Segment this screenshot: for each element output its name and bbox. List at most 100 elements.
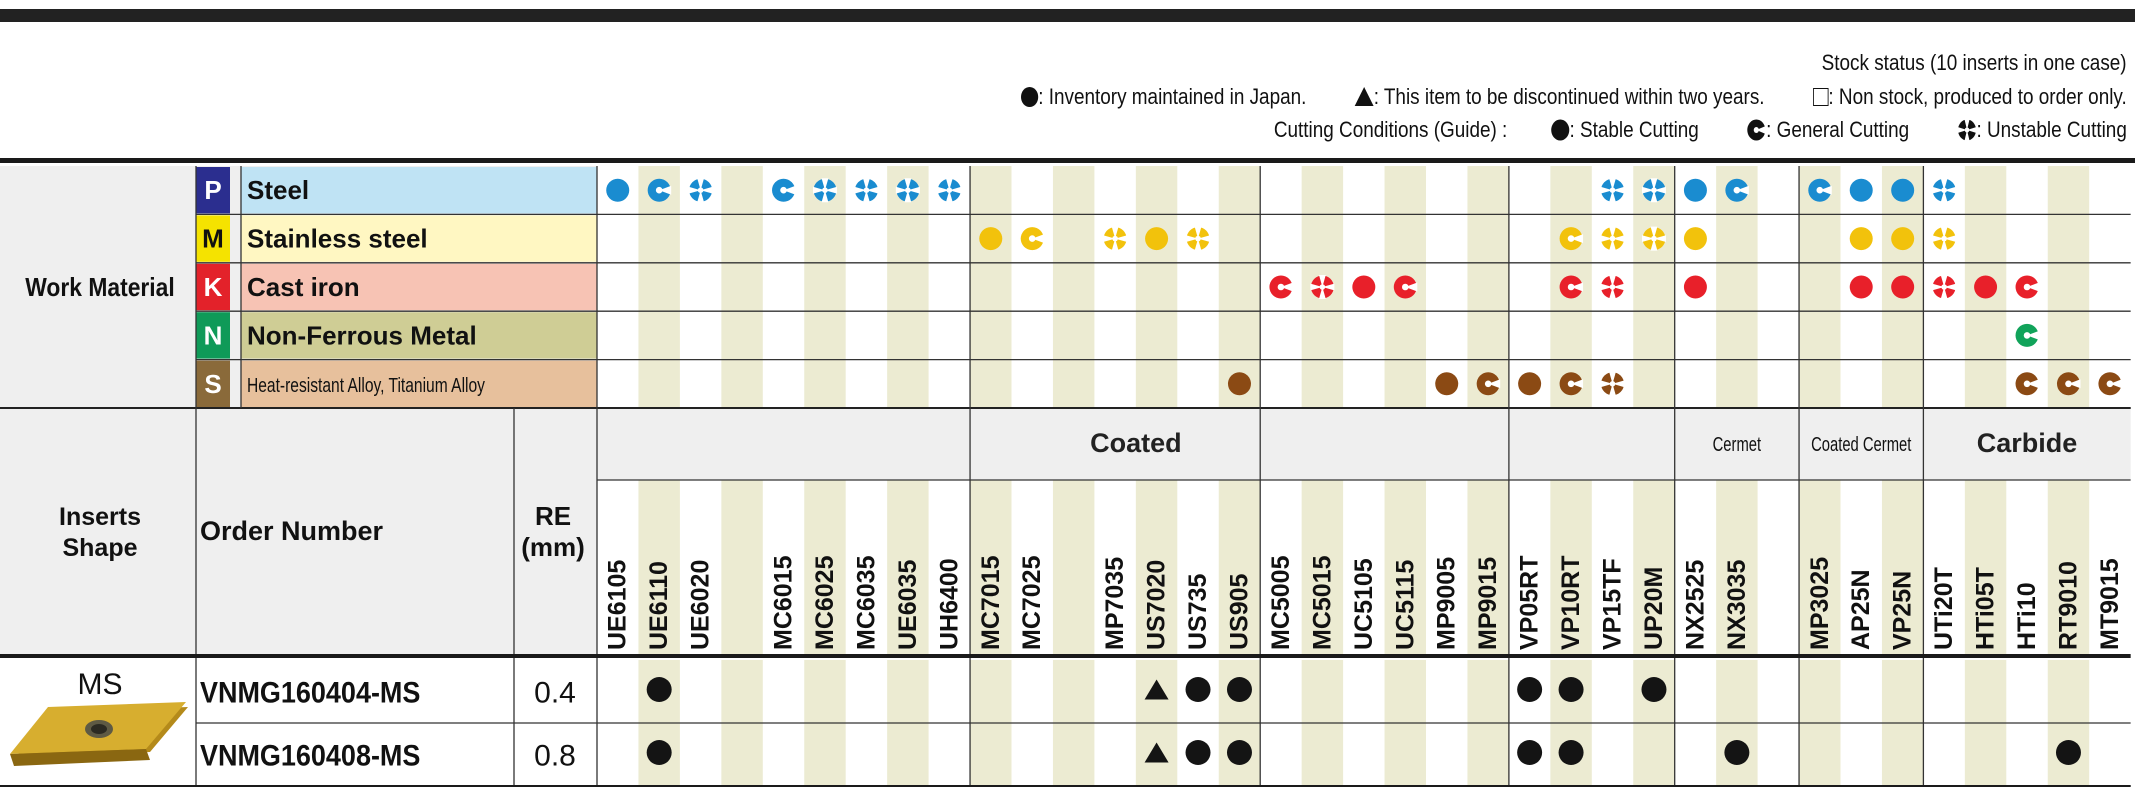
cutting-mark-k	[1269, 275, 1293, 299]
cutting-mark-k	[1310, 275, 1335, 299]
shade-col	[887, 480, 929, 656]
mark-notch	[1571, 234, 1584, 244]
cutting-mark-p	[772, 178, 796, 202]
stock-legend-line: : Inventory maintained in Japan. : This …	[1021, 84, 2127, 110]
shade-col	[1964, 480, 2007, 656]
cutting-mark-k	[1393, 275, 1418, 299]
mark-hub	[1319, 284, 1326, 290]
cutting-mark-p	[895, 178, 920, 203]
general-legend-text: : General Cutting	[1766, 117, 1910, 142]
grade-label: UTi20T	[1930, 567, 1958, 650]
insert-hole	[91, 724, 107, 734]
inventory-mark	[646, 677, 672, 702]
inventory-mark	[1558, 677, 1584, 702]
mark-disc	[1891, 275, 1915, 299]
mark-hub	[1651, 235, 1657, 242]
cutting-mark-s	[2056, 372, 2081, 396]
mark-notch	[1032, 234, 1045, 244]
mark-disc	[1891, 227, 1915, 251]
mark-hub	[863, 187, 870, 193]
cutting-mark-s	[1476, 372, 1501, 396]
shade-col	[1384, 480, 1426, 656]
mark-disc	[1891, 178, 1915, 202]
cutting-mark-s	[2098, 372, 2122, 396]
shade-col	[1052, 480, 1095, 656]
grade-label: VP15TF	[1599, 558, 1627, 650]
material-code-chip	[196, 167, 230, 214]
cutting-mark-p	[812, 178, 837, 203]
cutting-mark-k	[1849, 275, 1873, 299]
shade-col	[1218, 166, 1261, 408]
shade-col	[638, 166, 680, 408]
cutting-mark-n	[2015, 323, 2040, 347]
cutting-mark-m	[1020, 227, 1045, 251]
mark-notch	[1405, 282, 1418, 292]
cutting-mark-k	[1559, 275, 1584, 299]
mark-hub	[1733, 186, 1741, 194]
nonstock-legend-text: : Non stock, produced to order only.	[1828, 84, 2127, 109]
cutting-mark-k	[1891, 275, 1915, 299]
cutting-conditions-label: Cutting Conditions (Guide) :	[1274, 117, 1508, 142]
cutting-mark-s	[2015, 372, 2040, 396]
mark-disc	[1849, 275, 1873, 299]
mark-disc	[1145, 227, 1169, 251]
shade-col	[1301, 480, 1344, 656]
grade-label: MC6025	[811, 555, 839, 650]
cutting-mark-m	[1891, 227, 1915, 251]
top-rule	[0, 9, 2135, 22]
mark-disc	[606, 178, 630, 202]
material-code: K	[204, 272, 223, 302]
material-code: P	[204, 175, 221, 205]
material-name-bg	[241, 263, 597, 311]
inventory-mark	[1226, 740, 1252, 765]
grade-label: US7020	[1143, 560, 1171, 650]
inventory-mark	[646, 740, 672, 765]
material-code: M	[202, 224, 224, 254]
cutting-mark-m	[1186, 226, 1211, 251]
grade-label: AP25N	[1847, 569, 1875, 650]
mark-notch	[1280, 282, 1293, 292]
discontinued-mark	[1144, 679, 1169, 700]
grade-label: MC5015	[1308, 555, 1336, 650]
insert-shape-image	[10, 702, 188, 766]
shade-col	[2047, 480, 2090, 656]
cutting-mark-p	[1600, 178, 1625, 203]
shade-col	[804, 480, 846, 656]
cutting-mark-m	[1145, 227, 1169, 251]
material-name-bg	[241, 167, 597, 214]
grade-label: VP25N	[1889, 571, 1917, 650]
shade-col	[1881, 480, 1924, 656]
material-code-chip	[196, 215, 230, 262]
inventory-mark	[1185, 677, 1211, 702]
re-header: RE	[535, 501, 571, 531]
grade-label: MC7025	[1018, 555, 1046, 650]
shade-col	[638, 480, 680, 656]
mark-hub	[1112, 235, 1118, 242]
shade-col	[1467, 480, 1509, 656]
mark-disc	[1227, 372, 1251, 396]
mark-hub	[1567, 235, 1575, 242]
material-name: Steel	[247, 175, 309, 205]
cutting-mark-s	[1600, 371, 1625, 396]
mark-hub	[1609, 235, 1616, 242]
cutting-mark-p	[1849, 178, 1873, 202]
grade-label: MP9015	[1474, 557, 1502, 650]
mark-disc	[1849, 178, 1873, 202]
shade-col	[804, 166, 846, 408]
material-name-bg	[241, 360, 597, 407]
mark-hub	[1567, 380, 1575, 388]
cutting-mark-m	[1103, 226, 1128, 251]
mark-notch	[783, 185, 796, 195]
mark-hub	[1484, 380, 1492, 388]
cutting-mark-k	[1352, 275, 1376, 299]
material-code-chip	[196, 263, 230, 311]
material-name: Heat-resistant Alloy, Titanium Alloy	[247, 374, 485, 396]
material-name-bg	[241, 312, 597, 359]
shade-col	[1633, 480, 1675, 656]
mark-hub	[1609, 381, 1616, 387]
mark-hub	[822, 187, 828, 193]
mark-notch	[2027, 282, 2040, 292]
grade-label: MP9005	[1433, 557, 1461, 650]
inventory-mark	[1517, 740, 1543, 765]
shade-col	[1052, 166, 1095, 408]
